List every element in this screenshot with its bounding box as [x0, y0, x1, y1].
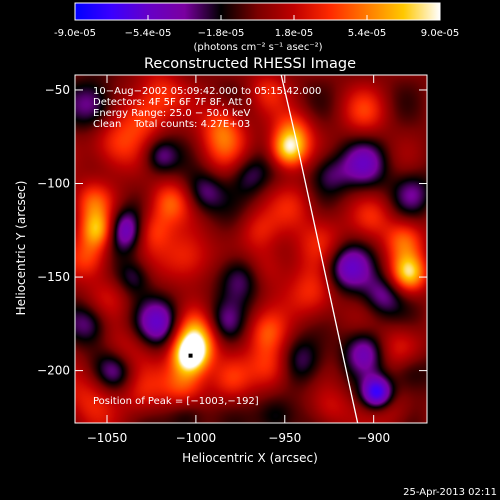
footer-date: 25-Apr-2013 02:11	[403, 487, 497, 498]
y-axis-ticks: −50 −100 −150 −200	[37, 83, 427, 378]
x-tick-label: −950	[268, 431, 301, 445]
y-tick-label: −100	[37, 177, 70, 191]
heatmap-image	[75, 75, 427, 423]
peak-marker	[188, 353, 193, 358]
info-peak-position: Position of Peak = [−1003,−192]	[93, 396, 259, 407]
info-time-range: 10−Aug−2002 05:09:42.000 to 05:15:42.000	[93, 86, 322, 97]
colorbar-tick-label: 5.4e-05	[348, 28, 386, 39]
colorbar-ticks: -9.0e-05 −5.4e-05 −1.8e-05 1.8e-05 5.4e-05 9.…	[54, 15, 459, 39]
x-tick-label: −1050	[87, 431, 128, 445]
chart-title: Reconstructed RHESSI Image	[144, 56, 356, 72]
info-detectors: Detectors: 4F 5F 6F 7F 8F, Att 0	[93, 97, 253, 108]
colorbar-strip	[74, 2, 441, 21]
y-tick-label: −50	[45, 83, 70, 97]
solar-limb	[280, 74, 359, 424]
info-energy-range: Energy Range: 25.0 − 50.0 keV	[93, 108, 251, 119]
colorbar-tick-label: −1.8e-05	[198, 28, 245, 39]
colorbar-tick-label: 9.0e-05	[421, 28, 459, 39]
y-axis-label: Heliocentric Y (arcsec)	[14, 181, 28, 316]
y-tick-label: −200	[37, 364, 70, 378]
info-clean-counts: Clean Total counts: 4.27E+03	[93, 119, 251, 130]
colorbar-tick-label: 1.8e-05	[275, 28, 313, 39]
plot-frame	[74, 74, 428, 424]
x-axis-label: Heliocentric X (arcsec)	[182, 451, 318, 465]
x-tick-label: −1000	[176, 431, 217, 445]
colorbar-tick-label: −5.4e-05	[125, 28, 172, 39]
y-tick-label: −150	[37, 270, 70, 284]
colorbar-units: (photons cm⁻² s⁻¹ asec⁻²)	[193, 42, 322, 53]
x-tick-label: −900	[357, 431, 390, 445]
colorbar-tick-label: -9.0e-05	[54, 28, 96, 39]
x-axis-ticks: −1050 −1000 −950 −900	[87, 75, 390, 445]
